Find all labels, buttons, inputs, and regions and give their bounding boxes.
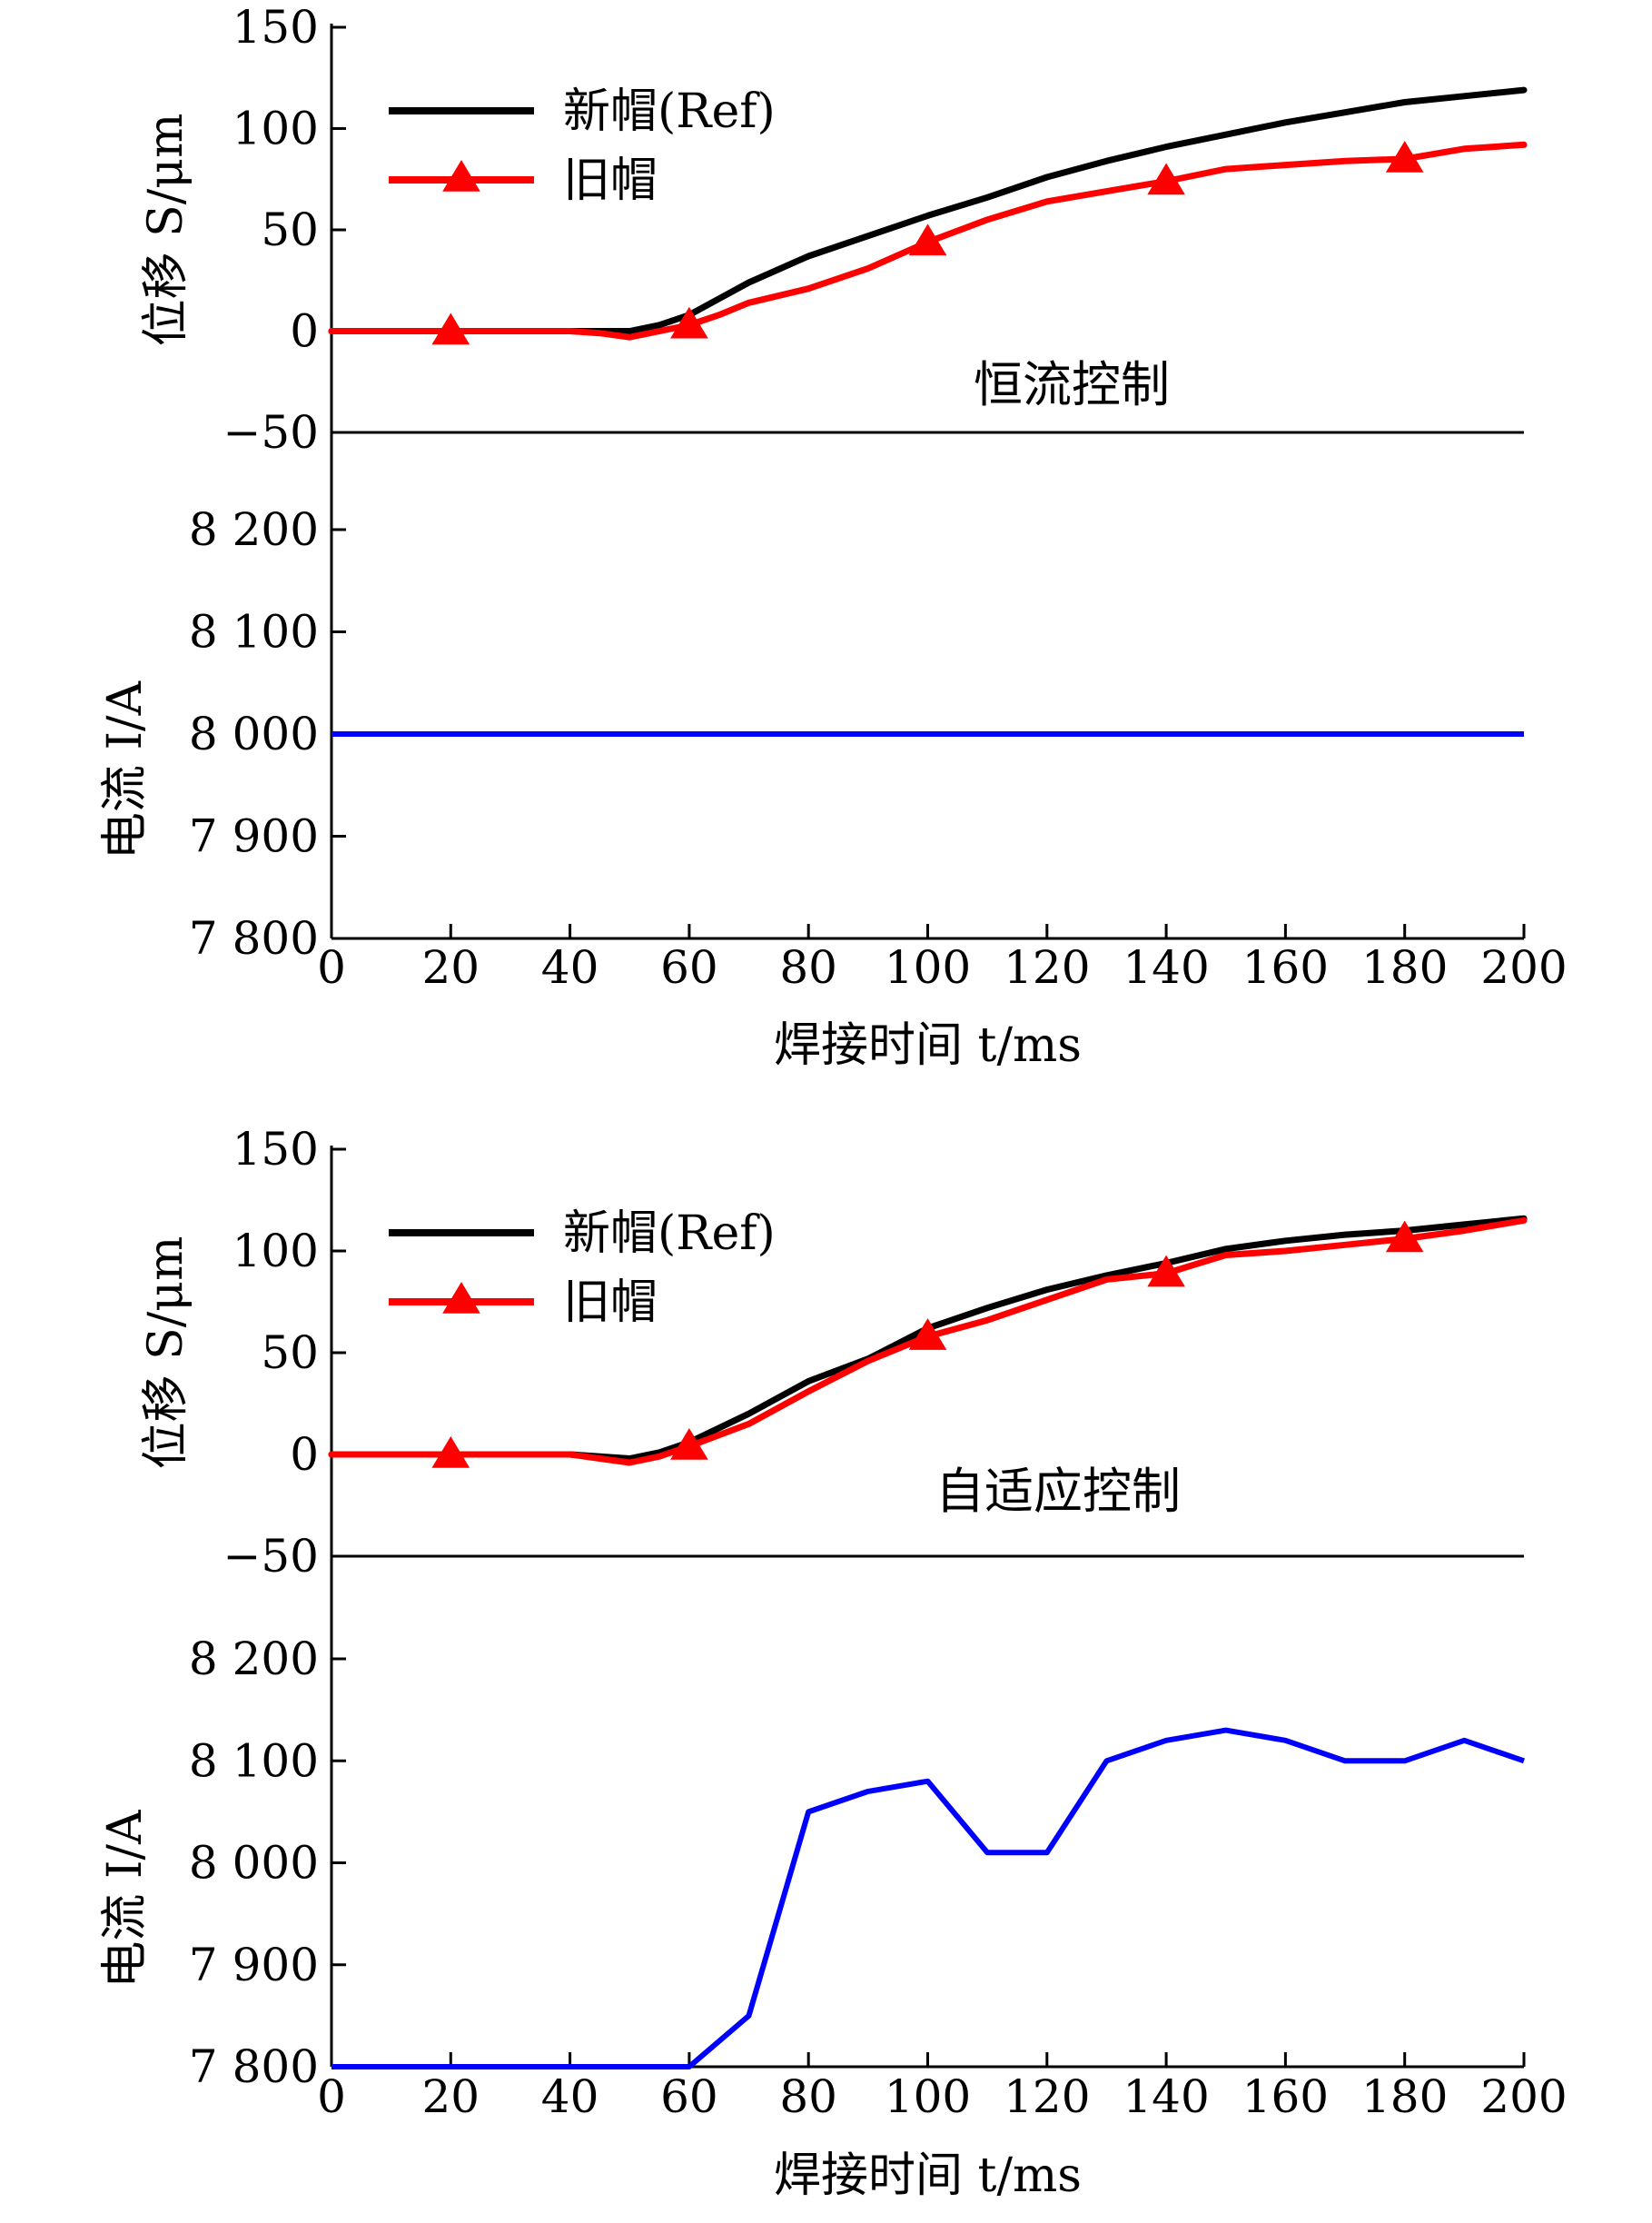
x-tick-label: 80 xyxy=(779,2070,837,2123)
legend-label-new-cap: 新帽(Ref) xyxy=(563,84,776,139)
x-tick-label: 120 xyxy=(1004,941,1090,994)
y-tick-label: 50 xyxy=(261,203,319,256)
data-point-old-cap xyxy=(908,1318,947,1350)
x-tick-label: 80 xyxy=(779,941,837,994)
y-tick-label: 50 xyxy=(261,1326,319,1379)
data-point-old-cap xyxy=(431,1436,470,1468)
y-tick-label: 8 200 xyxy=(189,503,319,556)
x-tick-label: 140 xyxy=(1123,941,1209,994)
y-tick-label: 7 900 xyxy=(189,810,319,863)
x-tick-label: 20 xyxy=(421,2070,480,2123)
y-tick-label: −50 xyxy=(223,406,319,459)
series-line-new-cap xyxy=(328,86,1528,334)
y-tick-label: 7 800 xyxy=(189,2040,319,2093)
y-tick-label: 0 xyxy=(290,1428,319,1481)
x-axis-title: 焊接时间 t/ms xyxy=(774,2149,1082,2203)
legend-label-old-cap: 旧帽 xyxy=(563,1275,658,1330)
y-tick-label: −50 xyxy=(223,1530,319,1583)
data-point-old-cap xyxy=(1385,1220,1424,1253)
x-tick-label: 120 xyxy=(1004,2070,1090,2123)
legend-marker-old-cap xyxy=(442,1282,480,1314)
x-tick-label: 60 xyxy=(660,2070,718,2123)
legend-marker-old-cap xyxy=(442,160,480,192)
x-tick-label: 160 xyxy=(1242,941,1329,994)
y-axis-title-displacement: 位移 S/μm xyxy=(139,1236,193,1470)
y-tick-label: 8 200 xyxy=(189,1633,319,1685)
y-axis-title-current: 电流 I/A xyxy=(98,680,153,859)
control-mode-annotation: 自适应控制 xyxy=(935,1463,1181,1520)
x-tick-label: 60 xyxy=(660,941,718,994)
x-tick-label: 200 xyxy=(1480,941,1567,994)
x-axis-title: 焊接时间 t/ms xyxy=(774,1018,1082,1073)
data-point-old-cap xyxy=(1385,140,1424,173)
y-axis-title-displacement: 位移 S/μm xyxy=(139,114,193,347)
data-point-old-cap xyxy=(1147,1255,1185,1287)
y-tick-label: 100 xyxy=(232,1225,319,1277)
y-tick-label: 100 xyxy=(232,103,319,155)
x-tick-label: 40 xyxy=(541,2070,599,2123)
x-tick-label: 160 xyxy=(1242,2070,1329,2123)
y-tick-label: 7 800 xyxy=(189,912,319,965)
y-tick-label: 150 xyxy=(232,1,319,54)
legend-label-new-cap: 新帽(Ref) xyxy=(563,1206,776,1261)
control-mode-annotation: 恒流控制 xyxy=(974,356,1170,413)
y-tick-label: 0 xyxy=(290,305,319,358)
x-tick-label: 180 xyxy=(1361,941,1448,994)
data-point-old-cap xyxy=(670,1428,708,1460)
series-line-old-cap xyxy=(328,141,1528,341)
y-tick-label: 8 100 xyxy=(189,1734,319,1787)
x-tick-label: 140 xyxy=(1123,2070,1209,2123)
data-point-old-cap xyxy=(670,306,708,339)
y-tick-label: 8 100 xyxy=(189,606,319,659)
data-point-old-cap xyxy=(908,223,947,256)
y-axis-title-current: 电流 I/A xyxy=(98,1809,153,1989)
x-tick-label: 0 xyxy=(317,2070,346,2123)
data-point-old-cap xyxy=(1147,163,1185,195)
x-tick-label: 40 xyxy=(541,941,599,994)
x-tick-label: 100 xyxy=(885,2070,971,2123)
y-tick-label: 7 900 xyxy=(189,1939,319,1991)
y-tick-label: 8 000 xyxy=(189,708,319,760)
x-tick-label: 180 xyxy=(1361,2070,1448,2123)
y-tick-label: 8 000 xyxy=(189,1837,319,1890)
data-point-old-cap xyxy=(431,313,470,345)
legend-label-old-cap: 旧帽 xyxy=(563,154,658,208)
y-tick-label: 150 xyxy=(232,1123,319,1176)
x-tick-label: 0 xyxy=(317,941,346,994)
series-line-current xyxy=(331,1727,1525,2069)
x-tick-label: 20 xyxy=(421,941,480,994)
x-tick-label: 100 xyxy=(885,941,971,994)
x-tick-label: 200 xyxy=(1480,2070,1567,2123)
